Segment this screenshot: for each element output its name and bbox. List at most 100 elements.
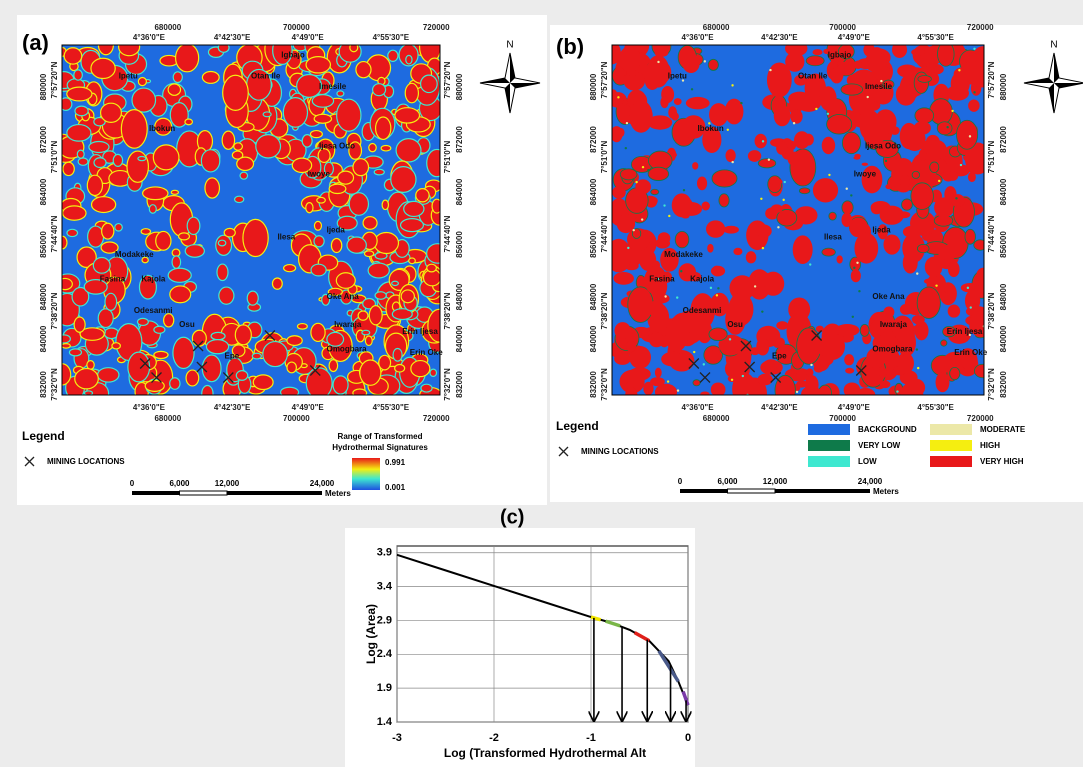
scale-label: 0 [678, 477, 683, 486]
map-speck [810, 363, 813, 367]
map-patch [177, 232, 191, 241]
map-patch [118, 45, 141, 57]
map-patch [210, 331, 226, 341]
map-patch [99, 102, 122, 123]
colorbar [352, 458, 380, 490]
place-label: Imesile [865, 82, 893, 91]
map-patch [635, 179, 651, 195]
map-patch [855, 388, 876, 395]
map-patch [359, 359, 382, 386]
map-patch [368, 142, 377, 153]
legend-swatch [930, 440, 972, 451]
map-patch [938, 244, 958, 261]
map-patch [707, 58, 719, 71]
map-patch [878, 366, 887, 379]
map-patch [756, 224, 772, 238]
map-patch [882, 79, 895, 90]
map-speck [682, 188, 686, 192]
scale-bar [680, 489, 728, 493]
latitude-label: 7°57'20"N [987, 61, 996, 98]
map-patch [233, 195, 245, 204]
map-patch [950, 71, 970, 96]
map-patch [316, 196, 326, 204]
map-patch [352, 158, 370, 177]
map-speck [703, 60, 707, 63]
map-patch [62, 161, 75, 177]
map-patch [86, 360, 95, 370]
place-label: Iwoye [308, 170, 331, 179]
map-speck [617, 96, 620, 99]
map-patch [355, 60, 372, 79]
map-patch [900, 382, 924, 395]
map-patch [309, 129, 323, 139]
data-line [633, 631, 651, 643]
map-speck [663, 204, 666, 207]
map-patch [111, 342, 121, 350]
map-patch [152, 144, 180, 171]
map-patch [97, 367, 120, 383]
map-speck [915, 348, 919, 351]
map-patch [801, 385, 822, 395]
map-patch [750, 347, 760, 356]
map-patch [644, 265, 668, 295]
northing-label: 832000 [39, 371, 48, 398]
map-patch [692, 162, 699, 170]
map-patch [681, 115, 706, 139]
map-patch [83, 390, 94, 395]
map-patch [936, 121, 953, 136]
map-patch [218, 286, 235, 305]
map-patch [62, 343, 71, 349]
map-patch [875, 139, 899, 158]
map-patch [272, 45, 293, 66]
map-patch [336, 90, 345, 97]
map-speck [858, 290, 861, 293]
map-patch [317, 148, 331, 164]
map-speck [761, 140, 765, 143]
map-patch [104, 292, 118, 311]
map-patch [629, 346, 652, 369]
easting-label: 720000 [423, 414, 450, 423]
map-patch [709, 103, 729, 127]
northing-label: 880000 [39, 73, 48, 100]
map-speck [969, 306, 972, 309]
longitude-label: 4°55'30"E [373, 33, 410, 42]
map-patch [947, 171, 959, 181]
map-patch [947, 261, 960, 278]
map-patch [216, 263, 229, 282]
map-patch [305, 202, 314, 214]
map-patch [97, 308, 114, 329]
mining-location [688, 358, 700, 369]
map-speck [853, 266, 856, 269]
map-patch [313, 235, 325, 248]
northing-label: 832000 [999, 371, 1008, 398]
map-patch [929, 161, 940, 173]
latitude-label: 7°32'0"N [443, 368, 452, 401]
map-patch [899, 303, 912, 315]
map-patch [711, 169, 738, 188]
map-patch [191, 329, 207, 347]
map-patch [336, 215, 358, 231]
map-patch [169, 377, 181, 390]
map-speck [783, 180, 786, 184]
map-patch [374, 116, 392, 141]
map-patch [812, 178, 839, 203]
map-patch [828, 46, 839, 52]
legend-label: VERY LOW [858, 441, 901, 450]
map-speck [880, 79, 883, 83]
place-label: Igbajo [281, 51, 305, 60]
map-patch [661, 351, 684, 367]
colorbar-title: Hydrothermal Signatures [332, 443, 428, 452]
legend-title: Legend [22, 429, 65, 443]
map-patch [944, 285, 956, 295]
map-speck [917, 366, 920, 370]
map-speck [741, 374, 745, 378]
map-patch [774, 374, 796, 395]
mining-location [740, 340, 752, 352]
easting-label: 720000 [967, 23, 994, 32]
map-patch [120, 109, 148, 149]
map-patch [217, 45, 230, 53]
map-patch [62, 334, 71, 344]
place-label: Iwaraja [334, 320, 362, 329]
map-speck [896, 390, 899, 393]
map-speck [709, 286, 713, 290]
